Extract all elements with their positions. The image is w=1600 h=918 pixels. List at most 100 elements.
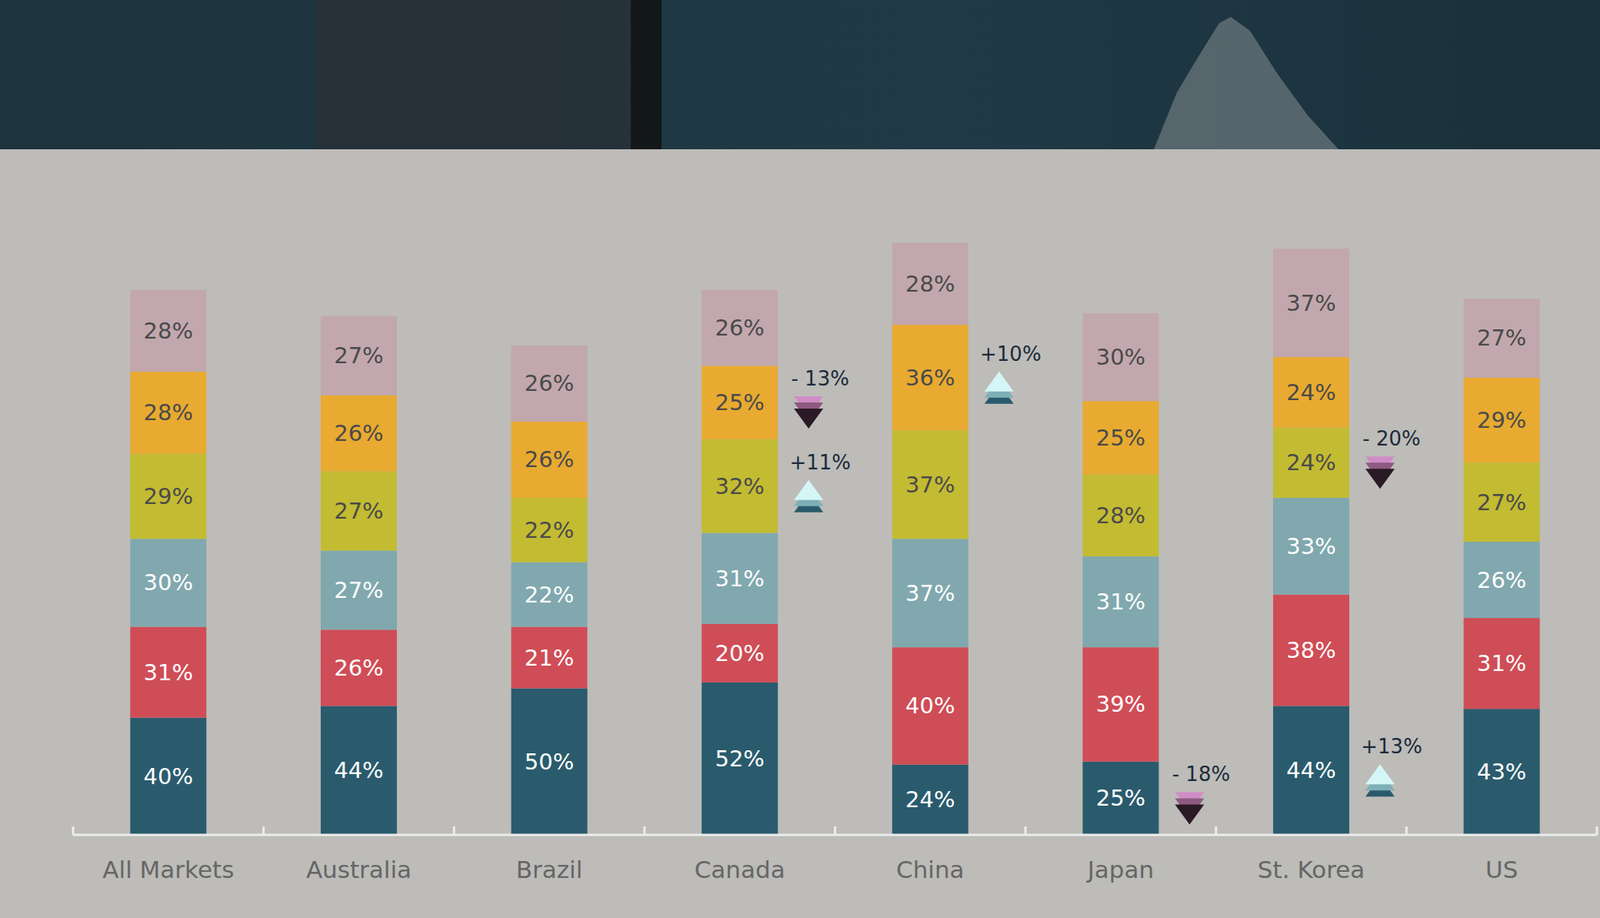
bar-segment bbox=[511, 626, 588, 689]
bar-segment bbox=[130, 626, 207, 718]
data-label: 28% bbox=[905, 270, 955, 297]
bar-segment bbox=[130, 717, 207, 835]
bar-segment bbox=[320, 550, 397, 630]
tick-divider bbox=[1024, 826, 1027, 835]
bar-segment bbox=[1273, 426, 1350, 497]
change-annotation: - 18% bbox=[1172, 762, 1230, 824]
data-label: 27% bbox=[1476, 324, 1527, 351]
data-label: 24% bbox=[1286, 379, 1336, 406]
bar-segment bbox=[1273, 356, 1350, 427]
bar-segment bbox=[320, 629, 397, 706]
bar-segment bbox=[701, 439, 778, 534]
bar-segment bbox=[1273, 248, 1350, 357]
tick-divider bbox=[1596, 826, 1599, 835]
chart: 40%31%30%29%28%28%44%26%27%27%26%27%50%2… bbox=[0, 0, 1600, 918]
bar-segment bbox=[320, 395, 397, 472]
data-label: 43% bbox=[1476, 758, 1527, 785]
data-label: 25% bbox=[1096, 784, 1146, 811]
data-label: 39% bbox=[1096, 690, 1146, 717]
data-label: 24% bbox=[905, 786, 955, 813]
bar-segment bbox=[130, 538, 207, 627]
data-label: 25% bbox=[1096, 424, 1146, 451]
data-label: 37% bbox=[1286, 290, 1336, 317]
data-label: 26% bbox=[714, 314, 764, 341]
data-label: 20% bbox=[714, 640, 764, 667]
bar-segment bbox=[892, 646, 969, 764]
bar-segment bbox=[320, 471, 397, 551]
data-label: 26% bbox=[524, 370, 574, 397]
photo-shadow bbox=[315, 0, 662, 150]
data-label: 29% bbox=[143, 483, 194, 510]
bar-segment bbox=[701, 365, 778, 439]
bar-segment bbox=[701, 289, 778, 366]
arrow-down bbox=[1174, 803, 1204, 824]
bars bbox=[130, 242, 1540, 835]
data-label: 26% bbox=[524, 446, 574, 473]
data-label: 28% bbox=[1096, 502, 1146, 529]
arrow-down bbox=[793, 408, 824, 429]
data-label: 31% bbox=[143, 659, 194, 686]
bar-segment bbox=[1273, 497, 1350, 595]
tick-divider bbox=[262, 826, 265, 835]
data-label: 31% bbox=[714, 565, 764, 592]
data-label: 36% bbox=[905, 364, 955, 391]
bar-segment bbox=[701, 623, 778, 683]
annotation-text: - 18% bbox=[1172, 762, 1230, 786]
change-annotation: +11% bbox=[789, 450, 851, 513]
data-label: 29% bbox=[1476, 406, 1527, 434]
bar-segment bbox=[1463, 617, 1540, 709]
bar-segment bbox=[892, 430, 969, 539]
bar-segment bbox=[511, 421, 588, 498]
tick-divider bbox=[1214, 826, 1217, 835]
bar-segment bbox=[1463, 298, 1540, 378]
tick-divider bbox=[72, 826, 75, 835]
category-label: Brazil bbox=[516, 855, 584, 884]
bar-segment bbox=[1082, 400, 1159, 474]
category-label: St. Korea bbox=[1257, 855, 1365, 884]
bar-segment bbox=[1463, 541, 1540, 618]
bar-segment bbox=[892, 324, 969, 430]
arrow-up bbox=[984, 371, 1014, 392]
bar-segment bbox=[1082, 761, 1159, 835]
bar-segment bbox=[701, 533, 778, 624]
bar-segment bbox=[511, 497, 588, 563]
tick-divider bbox=[1405, 826, 1408, 835]
data-label: 37% bbox=[905, 471, 955, 498]
data-label: 27% bbox=[333, 497, 384, 524]
photo-band bbox=[0, 0, 1600, 150]
data-label: 28% bbox=[143, 399, 194, 426]
bar-segment bbox=[130, 371, 207, 454]
category-label: US bbox=[1485, 855, 1518, 884]
bar-segment bbox=[1082, 556, 1159, 647]
category-label: China bbox=[896, 855, 965, 884]
bar-segment bbox=[1082, 473, 1159, 557]
tick-divider bbox=[833, 826, 837, 835]
data-labels: 40%31%30%29%28%28%44%26%27%27%26%27%50%2… bbox=[143, 270, 1527, 813]
annotation-text: +11% bbox=[789, 450, 851, 474]
bar-segment bbox=[1463, 377, 1540, 463]
data-label: 22% bbox=[524, 516, 574, 544]
x-axis: All MarketsAustraliaBrazilCanadaChinaJap… bbox=[73, 826, 1597, 884]
data-label: 40% bbox=[905, 692, 955, 719]
bar-segment bbox=[1082, 646, 1159, 762]
tick-divider bbox=[643, 826, 646, 835]
bar-segment bbox=[1463, 462, 1540, 542]
arrow-up bbox=[793, 480, 824, 500]
data-label: 24% bbox=[1286, 449, 1336, 476]
data-label: 26% bbox=[333, 654, 384, 681]
change-annotation: +13% bbox=[1360, 734, 1423, 797]
category-label: Canada bbox=[694, 855, 786, 884]
annotation-text: - 13% bbox=[790, 366, 849, 390]
data-label: 21% bbox=[524, 644, 574, 671]
data-label: 26% bbox=[333, 420, 384, 447]
data-label: 26% bbox=[1476, 566, 1527, 594]
bar-segment bbox=[701, 682, 778, 835]
bar-segment bbox=[892, 242, 969, 325]
data-label: 50% bbox=[524, 748, 574, 775]
bar-segment bbox=[130, 289, 207, 372]
bar-segment bbox=[1463, 708, 1540, 835]
category-label: Japan bbox=[1086, 855, 1154, 884]
bar-segment bbox=[130, 453, 207, 539]
photo-mountain bbox=[1153, 16, 1339, 150]
bar-segment bbox=[1273, 705, 1350, 835]
